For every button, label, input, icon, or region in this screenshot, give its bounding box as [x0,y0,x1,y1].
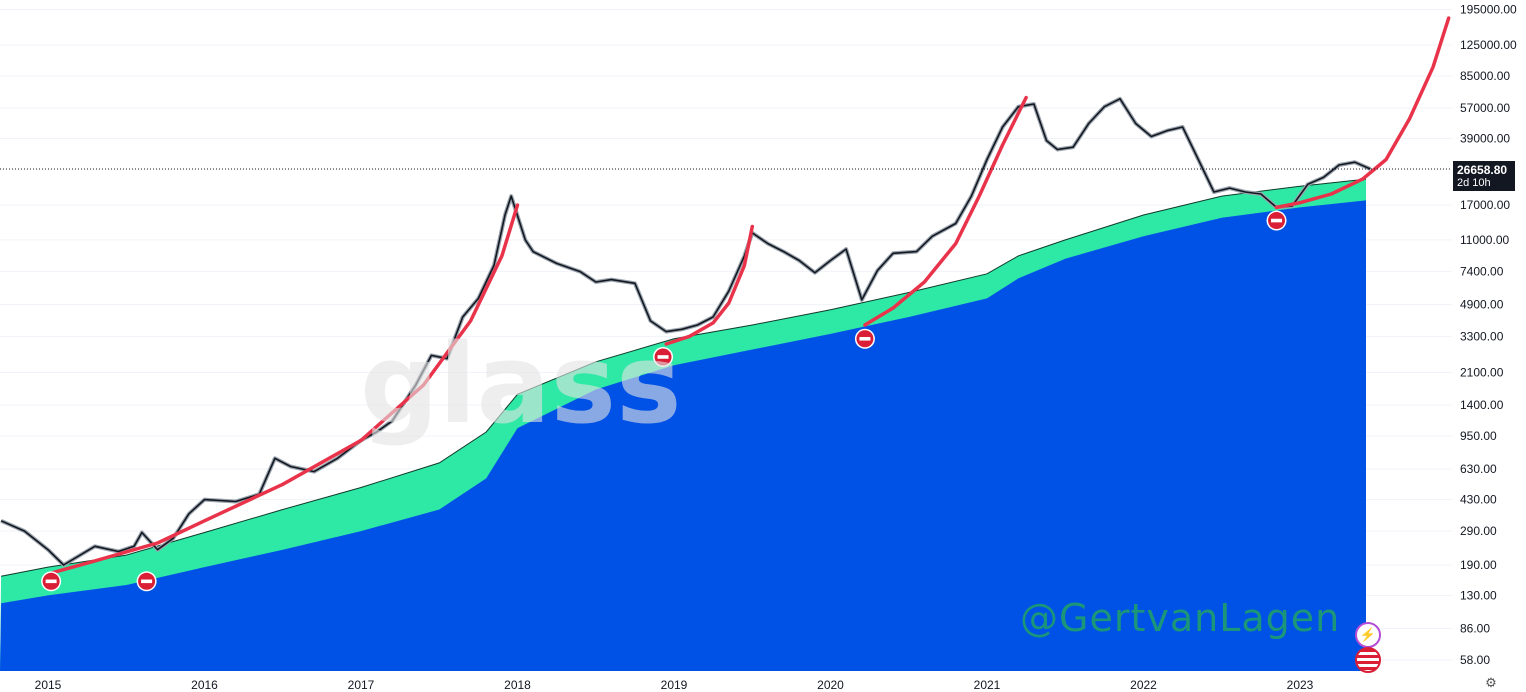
growth-curve [46,203,520,576]
us-flag-icon[interactable] [1355,647,1381,673]
x-tick-label: 2018 [504,678,531,692]
x-tick-label: 2022 [1130,678,1157,692]
no-entry-icon [653,346,674,367]
x-tick-label: 2016 [191,678,218,692]
y-tick-label: 7400.00 [1460,265,1504,279]
y-tick-label: 39000.00 [1460,131,1510,145]
lightning-icon[interactable]: ⚡ [1355,622,1381,648]
x-tick-label: 2017 [348,678,375,692]
gear-icon[interactable]: ⚙ [1485,675,1497,690]
growth-curve [863,95,1028,327]
y-tick-label: 125000.00 [1460,38,1517,52]
curves [46,16,1451,576]
author-watermark: @GertvanLagen [1020,596,1341,640]
y-tick-label: 290.00 [1460,524,1497,538]
y-tick-label: 3300.00 [1460,329,1504,343]
last-price-label: 26658.80 2d 10h [1453,161,1515,191]
x-tick-label: 2023 [1287,678,1314,692]
x-axis: 2015 2016 2017 2018 2019 2020 2021 2022 2023 [35,678,1314,692]
y-tick-label: 4900.00 [1460,298,1504,312]
y-tick-label: 86.00 [1460,621,1490,635]
bands [0,178,1367,671]
y-tick-label: 17000.00 [1460,198,1510,212]
x-tick-label: 2021 [974,678,1001,692]
price-series [0,96,1372,567]
no-entry-icon [854,328,875,349]
x-tick-label: 2020 [817,678,844,692]
y-tick-label: 190.00 [1460,558,1497,572]
x-tick-label: 2019 [661,678,688,692]
lower-band-area [0,200,1366,671]
y-tick-label: 430.00 [1460,493,1497,507]
y-tick-label: 57000.00 [1460,101,1510,115]
growth-curve [1274,16,1451,210]
no-entry-icon [1266,210,1287,231]
y-tick-label: 630.00 [1460,462,1497,476]
no-entry-icon [136,571,157,592]
ghost-logo: glass [360,320,682,448]
growth-curve [664,224,755,346]
last-price-value: 26658.80 [1457,163,1508,177]
last-price-countdown: 2d 10h [1457,177,1491,189]
y-tick-label: 85000.00 [1460,69,1510,83]
y-tick-label: 1400.00 [1460,398,1504,412]
y-tick-label: 195000.00 [1460,3,1517,17]
y-tick-label: 11000.00 [1460,233,1509,247]
y-tick-label: 2100.00 [1460,366,1504,380]
markers [41,210,1287,592]
x-tick-label: 2015 [35,678,62,692]
y-axis: 195000.00 125000.00 85000.00 57000.00 39000.… [1460,3,1517,668]
no-entry-icon [41,571,62,592]
y-tick-label: 130.00 [1460,588,1497,602]
upper-band-edge [1,178,1367,577]
y-tick-label: 950.00 [1460,429,1497,443]
y-tick-label: 58.00 [1460,653,1490,667]
price-line [0,98,1371,566]
